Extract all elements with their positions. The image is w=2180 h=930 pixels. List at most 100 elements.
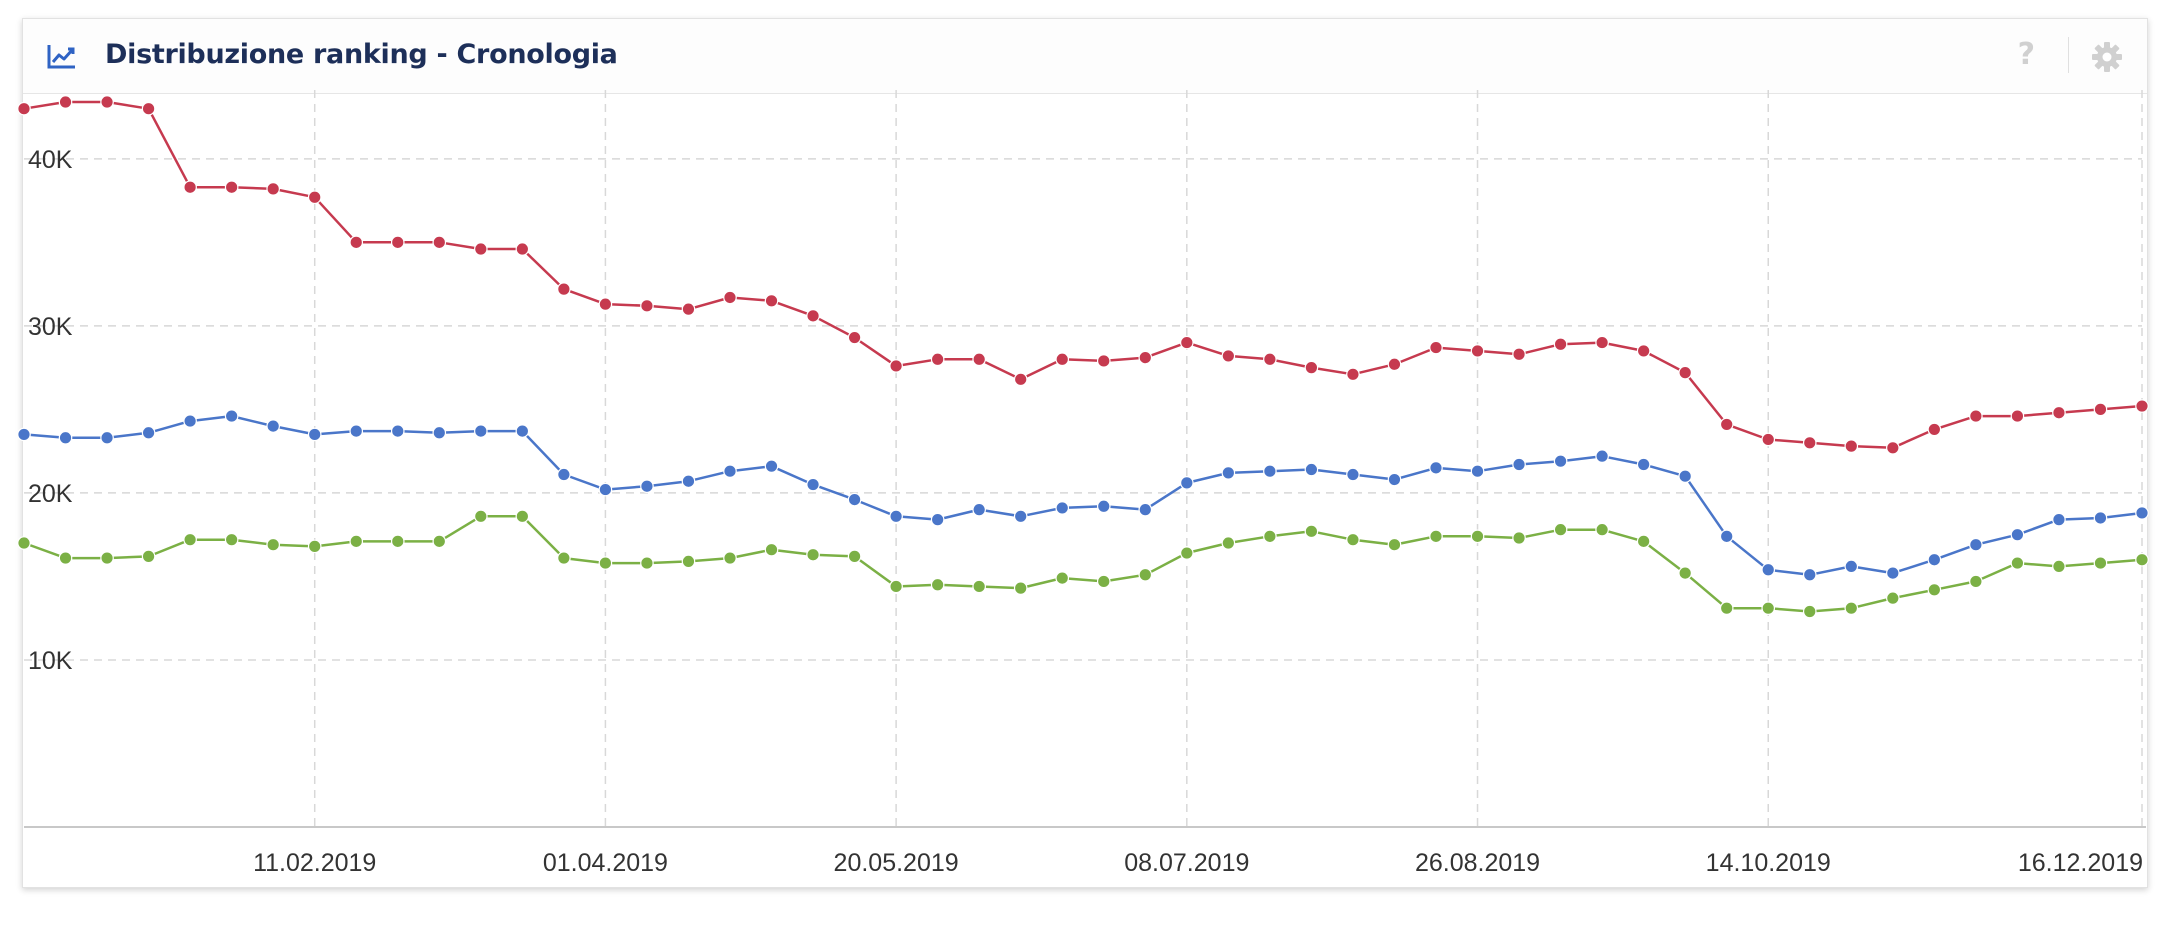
series-0-point[interactable]	[806, 309, 820, 323]
series-2-point[interactable]	[1636, 534, 1651, 549]
series-1-point[interactable]	[183, 414, 197, 428]
series-1-point[interactable]	[141, 425, 156, 440]
series-0-point[interactable]	[1470, 344, 1485, 358]
series-2-point[interactable]	[640, 556, 654, 570]
series-2-point[interactable]	[930, 577, 945, 592]
series-0-point[interactable]	[681, 302, 696, 316]
series-0-point[interactable]	[349, 235, 364, 250]
series-0-point[interactable]	[1927, 422, 1942, 437]
series-1-point[interactable]	[1304, 462, 1319, 477]
series-2-point[interactable]	[1969, 574, 1983, 589]
series-2-point[interactable]	[1802, 604, 1817, 619]
series-0-point[interactable]	[1636, 344, 1651, 358]
series-1-point[interactable]	[17, 427, 31, 442]
series-0-point[interactable]	[1013, 372, 1028, 387]
series-0-point[interactable]	[432, 235, 447, 250]
series-2-point[interactable]	[1221, 536, 1236, 550]
series-0-point[interactable]	[17, 101, 31, 116]
series-1-point[interactable]	[2010, 527, 2025, 542]
series-0-point[interactable]	[183, 180, 197, 195]
series-0-point[interactable]	[1096, 354, 1111, 368]
series-2-point[interactable]	[598, 556, 613, 570]
series-0-point[interactable]	[764, 294, 779, 308]
series-2-point[interactable]	[141, 549, 156, 564]
series-2-point[interactable]	[58, 551, 73, 565]
series-2-point[interactable]	[1844, 601, 1859, 615]
series-2-point[interactable]	[1761, 601, 1776, 615]
series-1-point[interactable]	[1221, 466, 1236, 480]
series-2-point[interactable]	[1096, 574, 1111, 589]
series-0-point[interactable]	[1304, 360, 1319, 375]
series-0-point[interactable]	[474, 242, 488, 256]
series-1-point[interactable]	[1263, 464, 1277, 478]
series-0-point[interactable]	[1802, 435, 1817, 450]
series-1-point[interactable]	[889, 509, 903, 524]
series-1-point[interactable]	[806, 477, 820, 492]
series-2-point[interactable]	[390, 534, 405, 549]
series-2-point[interactable]	[1429, 529, 1443, 544]
series-1-point[interactable]	[2135, 506, 2149, 520]
series-0-point[interactable]	[1553, 337, 1568, 352]
series-1-point[interactable]	[2093, 511, 2108, 525]
series-1-point[interactable]	[1387, 472, 1402, 487]
series-1-point[interactable]	[349, 424, 364, 438]
series-1-point[interactable]	[930, 512, 945, 527]
series-2-point[interactable]	[1595, 522, 1609, 537]
series-0-point[interactable]	[2052, 405, 2066, 420]
series-1-point[interactable]	[1802, 567, 1817, 582]
series-2-point[interactable]	[515, 509, 530, 524]
series-0-point[interactable]	[1263, 352, 1277, 367]
series-2-point[interactable]	[432, 534, 447, 549]
series-1-point[interactable]	[1595, 449, 1609, 463]
series-1-point[interactable]	[1969, 537, 1983, 552]
series-1-point[interactable]	[1512, 457, 1526, 472]
series-1-point[interactable]	[640, 479, 654, 494]
series-1-point[interactable]	[1013, 509, 1028, 524]
series-1-point[interactable]	[972, 502, 986, 517]
series-2-point[interactable]	[1470, 529, 1485, 544]
series-0-point[interactable]	[390, 235, 405, 250]
series-2-point[interactable]	[100, 551, 114, 565]
series-0-point[interactable]	[557, 282, 571, 296]
series-2-point[interactable]	[2052, 559, 2066, 574]
series-2-point[interactable]	[474, 509, 488, 524]
series-1-point[interactable]	[1719, 529, 1734, 544]
series-1-point[interactable]	[100, 430, 114, 445]
series-2-point[interactable]	[723, 551, 737, 565]
series-0-point[interactable]	[1595, 335, 1609, 350]
series-1-point[interactable]	[1429, 461, 1443, 475]
series-1-point[interactable]	[390, 424, 405, 438]
series-2-point[interactable]	[806, 547, 820, 562]
series-2-point[interactable]	[681, 554, 696, 569]
series-1-point[interactable]	[1678, 469, 1692, 484]
series-0-point[interactable]	[1429, 340, 1443, 355]
series-2-point[interactable]	[307, 539, 322, 554]
series-1-point[interactable]	[1761, 562, 1776, 577]
series-2-point[interactable]	[1387, 537, 1402, 552]
series-1-point[interactable]	[266, 419, 280, 433]
series-1-point[interactable]	[557, 467, 571, 482]
series-0-point[interactable]	[1844, 439, 1859, 453]
series-0-point[interactable]	[1346, 367, 1360, 382]
series-2-point[interactable]	[1013, 581, 1028, 595]
series-0-point[interactable]	[1221, 349, 1236, 363]
series-1-point[interactable]	[1096, 499, 1111, 514]
series-2-point[interactable]	[183, 532, 197, 547]
series-0-point[interactable]	[889, 359, 903, 373]
series-1-point[interactable]	[681, 474, 696, 489]
series-2-point[interactable]	[17, 536, 31, 550]
series-0-point[interactable]	[100, 95, 114, 109]
series-2-point[interactable]	[1180, 546, 1194, 560]
series-2-point[interactable]	[2135, 552, 2149, 567]
series-1-point[interactable]	[847, 492, 862, 507]
series-2-point[interactable]	[349, 534, 364, 549]
series-1-point[interactable]	[723, 464, 737, 478]
series-0-point[interactable]	[847, 330, 862, 345]
series-2-point[interactable]	[1553, 522, 1568, 537]
series-2-point[interactable]	[972, 579, 986, 594]
series-1-point[interactable]	[1636, 457, 1651, 472]
series-2-point[interactable]	[889, 579, 903, 594]
series-1-point[interactable]	[224, 409, 239, 423]
series-0-point[interactable]	[930, 352, 945, 367]
series-0-point[interactable]	[1719, 417, 1734, 432]
